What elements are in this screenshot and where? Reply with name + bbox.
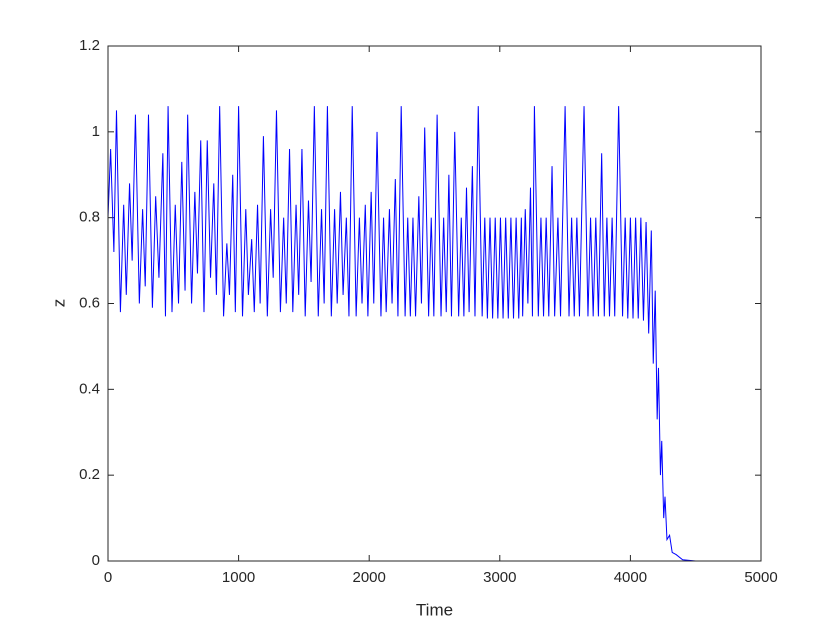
data-line [107,106,748,562]
x-tick-label: 5000 [744,569,777,586]
y-axis-label: z [49,299,68,308]
x-axis-label: Time [416,600,453,619]
x-tick-label: 1000 [222,569,255,586]
y-tick-label: 0.6 [79,294,100,311]
y-tick-label: 0.2 [79,466,100,483]
x-tick-label: 2000 [353,569,386,586]
x-tick-label: 3000 [483,569,516,586]
y-tick-label: 1 [92,123,100,140]
x-tick-label: 4000 [614,569,647,586]
y-tick-label: 0.4 [79,380,100,397]
y-tick-label: 1.2 [79,37,100,54]
y-tick-label: 0 [92,552,100,569]
x-tick-label: 0 [104,569,112,586]
plot-frame [107,45,762,562]
y-tick-label: 0.8 [79,209,100,226]
